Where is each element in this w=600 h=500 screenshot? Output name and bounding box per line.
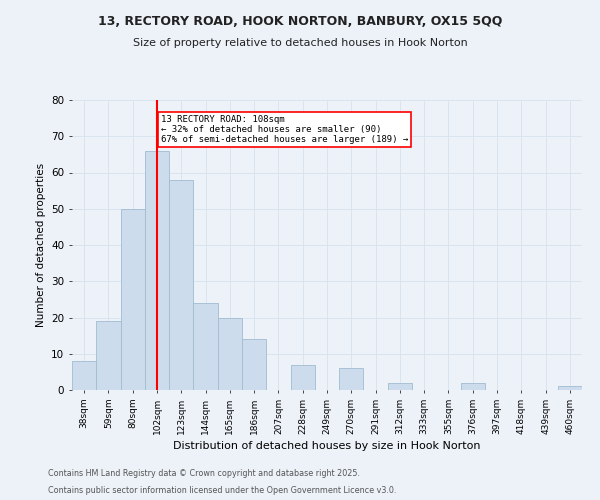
Y-axis label: Number of detached properties: Number of detached properties	[35, 163, 46, 327]
Text: Size of property relative to detached houses in Hook Norton: Size of property relative to detached ho…	[133, 38, 467, 48]
Bar	[242, 339, 266, 390]
X-axis label: Distribution of detached houses by size in Hook Norton: Distribution of detached houses by size …	[173, 441, 481, 451]
Text: 13, RECTORY ROAD, HOOK NORTON, BANBURY, OX15 5QQ: 13, RECTORY ROAD, HOOK NORTON, BANBURY, …	[98, 15, 502, 28]
Bar	[558, 386, 582, 390]
Bar	[96, 321, 121, 390]
Bar	[72, 361, 96, 390]
Text: Contains HM Land Registry data © Crown copyright and database right 2025.: Contains HM Land Registry data © Crown c…	[48, 468, 360, 477]
Text: Contains public sector information licensed under the Open Government Licence v3: Contains public sector information licen…	[48, 486, 397, 495]
Bar	[290, 364, 315, 390]
Bar	[339, 368, 364, 390]
Bar	[121, 209, 145, 390]
Bar	[461, 383, 485, 390]
Bar	[145, 151, 169, 390]
Bar	[193, 303, 218, 390]
Bar	[169, 180, 193, 390]
Bar	[388, 383, 412, 390]
Bar	[218, 318, 242, 390]
Text: 13 RECTORY ROAD: 108sqm
← 32% of detached houses are smaller (90)
67% of semi-de: 13 RECTORY ROAD: 108sqm ← 32% of detache…	[161, 114, 408, 144]
